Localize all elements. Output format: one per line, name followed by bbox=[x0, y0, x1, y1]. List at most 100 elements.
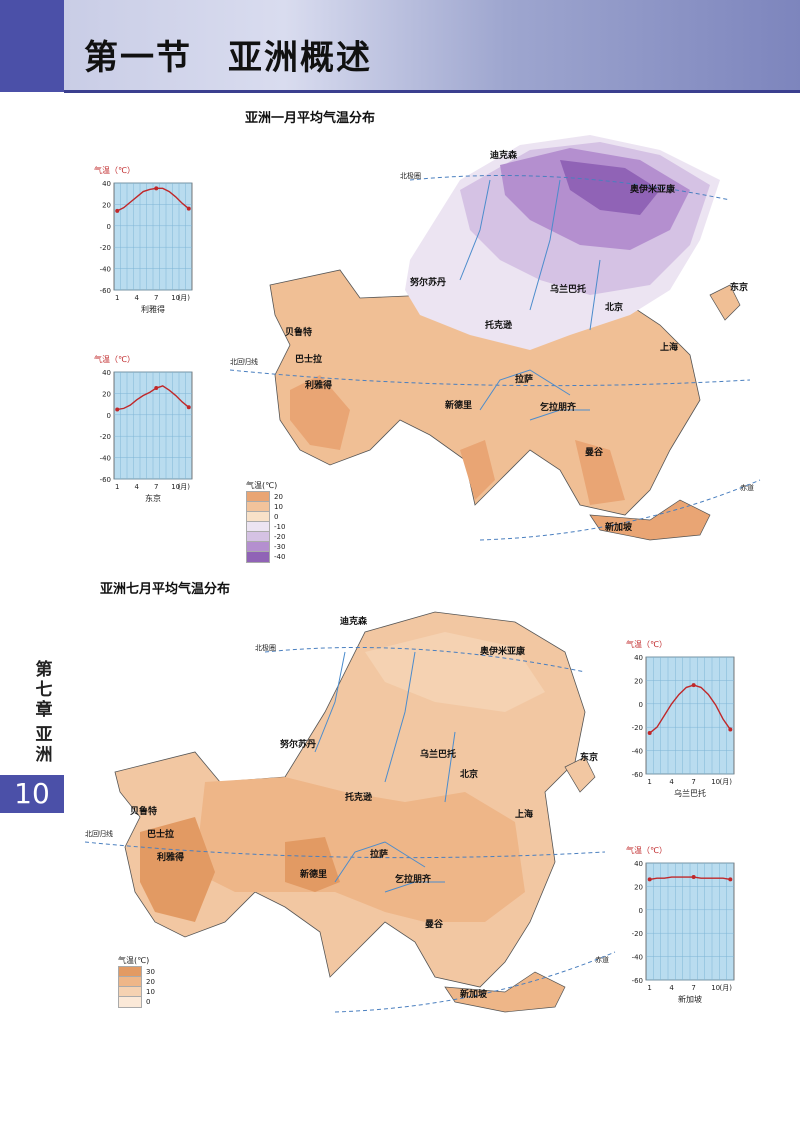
climograph-ylabel: 气温（℃） bbox=[626, 845, 667, 855]
legend-item: -40 bbox=[246, 551, 285, 563]
legend-item: 20 bbox=[118, 976, 155, 988]
x-tick-label: 10 bbox=[711, 778, 720, 786]
temperature-line bbox=[117, 385, 190, 411]
jan-map-title: 亚洲一月平均气温分布 bbox=[245, 111, 376, 126]
city-label: 努尔苏丹 bbox=[280, 738, 316, 750]
city-label: 新加坡 bbox=[605, 521, 633, 533]
page-number: 10 bbox=[0, 775, 64, 813]
temperature-line bbox=[649, 684, 731, 734]
jul-zone-20 bbox=[195, 777, 525, 922]
city-label: 巴士拉 bbox=[295, 353, 322, 365]
climograph-tokyo: 气温（℃） 40 20 0 -20 -40 -60 1 4 7 10(月) 东京 bbox=[94, 354, 193, 503]
city-label: 北京 bbox=[460, 768, 478, 780]
x-axis-label: (月) bbox=[720, 984, 733, 992]
y-tick-label: -20 bbox=[100, 244, 111, 252]
y-tick-label: 40 bbox=[634, 860, 643, 868]
jul-arctic-circle bbox=[264, 647, 586, 673]
jul-city-labels: 迪克森 奥伊米亚康 努尔苏丹 乌兰巴托 北京 东京 贝鲁特 巴士拉 利雅得 托克… bbox=[130, 615, 598, 1000]
legend-swatch bbox=[246, 551, 270, 563]
y-tick-label: 20 bbox=[102, 390, 111, 398]
climograph-city-label: 乌兰巴托 bbox=[674, 788, 706, 798]
city-label: 东京 bbox=[580, 751, 598, 763]
x-tick-label: 7 bbox=[691, 778, 695, 786]
legend-label: -30 bbox=[274, 543, 286, 551]
city-label: 新德里 bbox=[300, 868, 327, 880]
legend-label: 20 bbox=[146, 978, 155, 986]
legend-label: 20 bbox=[274, 493, 283, 501]
city-label: 利雅得 bbox=[304, 379, 332, 391]
arctic-circle-label: 北极圈 bbox=[400, 171, 421, 180]
x-axis-label: (月) bbox=[178, 294, 191, 302]
jan-legend-title: 气温(℃) bbox=[246, 481, 278, 490]
jul-map-title: 亚洲七月平均气温分布 bbox=[100, 582, 231, 597]
jan-rivers bbox=[459, 179, 601, 421]
x-tick-label: 7 bbox=[691, 984, 695, 992]
chapter-label: 第七章 bbox=[35, 660, 53, 720]
data-point bbox=[115, 208, 120, 213]
data-point bbox=[154, 186, 159, 191]
tropic-label: 北回归线 bbox=[85, 829, 113, 838]
data-point bbox=[115, 407, 120, 412]
page-header: 第一节 亚洲概述 bbox=[0, 0, 800, 93]
jul-tropic-cancer bbox=[85, 841, 606, 859]
city-label: 贝鲁特 bbox=[130, 805, 157, 817]
city-label: 迪克森 bbox=[340, 615, 368, 627]
y-tick-label: -40 bbox=[632, 954, 643, 962]
data-point bbox=[691, 875, 696, 880]
city-label: 上海 bbox=[515, 808, 533, 820]
header-relief-image bbox=[64, 0, 800, 92]
city-label: 乌兰巴托 bbox=[550, 283, 586, 295]
temperature-line bbox=[649, 876, 731, 881]
city-label: 努尔苏丹 bbox=[410, 276, 446, 288]
x-tick-label: 1 bbox=[115, 294, 119, 302]
jan-line-labels: 北极圈 北回归线 赤道 bbox=[230, 171, 754, 492]
y-tick-label: -60 bbox=[632, 977, 643, 985]
jul-temperature-map: 迪克森 奥伊米亚康 努尔苏丹 乌兰巴托 北京 东京 贝鲁特 巴士拉 利雅得 托克… bbox=[85, 611, 616, 1013]
x-tick-label: 1 bbox=[647, 984, 651, 992]
city-label: 新德里 bbox=[445, 399, 472, 411]
header-divider bbox=[64, 90, 800, 93]
y-tick-label: 20 bbox=[634, 883, 643, 891]
climograph-ylabel: 气温（℃） bbox=[626, 639, 667, 649]
city-label: 东京 bbox=[730, 281, 748, 293]
y-tick-label: 20 bbox=[102, 201, 111, 209]
jul-equator bbox=[334, 951, 616, 1013]
y-tick-label: -60 bbox=[100, 287, 111, 295]
x-tick-label: 7 bbox=[154, 294, 158, 302]
jan-temperature-map: 迪克森 奥伊米亚康 努尔苏丹 乌兰巴托 北京 东京 贝鲁特 巴士拉 利雅得 托克… bbox=[230, 135, 761, 541]
city-label: 利雅得 bbox=[156, 851, 184, 863]
legend-label: 0 bbox=[146, 998, 151, 1006]
data-point bbox=[728, 727, 733, 732]
arctic-circle-label: 北极圈 bbox=[255, 643, 276, 652]
y-tick-label: -40 bbox=[100, 455, 111, 463]
x-tick-label: 4 bbox=[669, 984, 674, 992]
climograph-city-label: 利雅得 bbox=[141, 304, 165, 314]
y-tick-label: 40 bbox=[102, 369, 111, 377]
x-tick-label: 1 bbox=[115, 483, 119, 491]
jul-zone-30 bbox=[140, 817, 340, 922]
jul-zone-10 bbox=[365, 632, 545, 712]
y-tick-label: -60 bbox=[632, 771, 643, 779]
jul-line-labels: 北极圈 北回归线 赤道 bbox=[85, 643, 609, 964]
city-label: 奥伊米亚康 bbox=[479, 645, 526, 657]
data-point bbox=[728, 877, 733, 882]
tropic-label: 北回归线 bbox=[230, 357, 258, 366]
legend-swatch bbox=[118, 996, 142, 1008]
x-tick-label: 10 bbox=[171, 294, 180, 302]
legend-label: 10 bbox=[146, 988, 155, 996]
city-label: 巴士拉 bbox=[147, 828, 174, 840]
y-tick-label: 0 bbox=[107, 223, 111, 231]
x-tick-label: 4 bbox=[135, 483, 140, 491]
city-label: 迪克森 bbox=[490, 149, 518, 161]
city-label: 曼谷 bbox=[585, 446, 604, 458]
jan-equator bbox=[479, 479, 761, 541]
legend-label: 30 bbox=[146, 968, 155, 976]
x-tick-label: 1 bbox=[647, 778, 651, 786]
legend-item: 0 bbox=[118, 996, 155, 1008]
jul-legend: 30 20 10 0 bbox=[118, 966, 155, 1008]
climograph-singapore: 气温（℃） 40 20 0 -20 -40 -60 1 4 7 10 (月) 新加坡 bbox=[626, 845, 735, 1004]
y-tick-label: -60 bbox=[100, 476, 111, 484]
legend-label: -10 bbox=[274, 523, 286, 531]
header-side-block bbox=[0, 0, 64, 92]
y-tick-label: -40 bbox=[632, 748, 643, 756]
